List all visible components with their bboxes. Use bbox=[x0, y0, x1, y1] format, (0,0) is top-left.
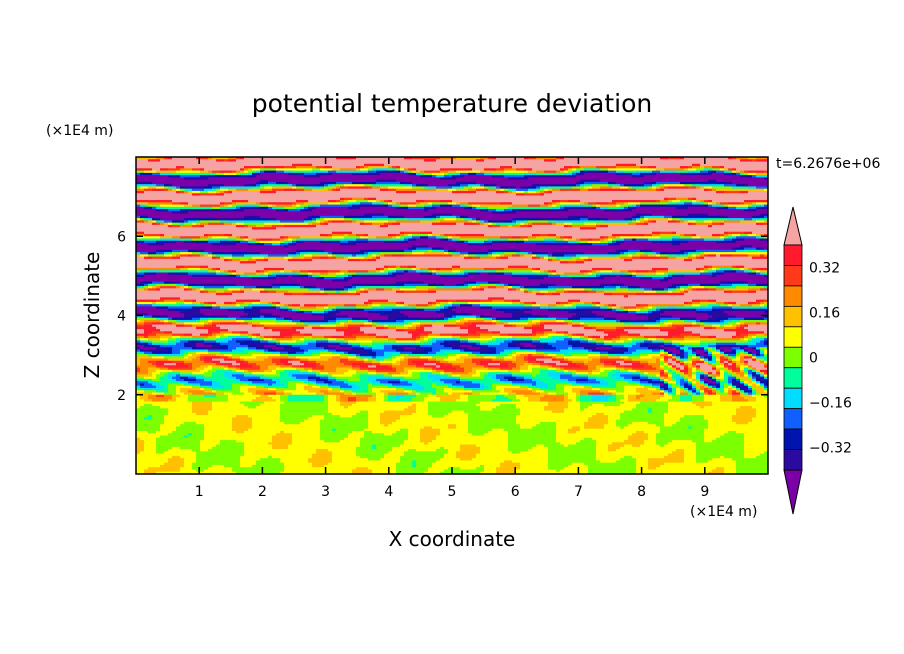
time-label: t=6.2676e+06 bbox=[776, 156, 880, 172]
chart-title: potential temperature deviation bbox=[252, 89, 652, 118]
y-axis-unit: (×1E4 m) bbox=[46, 123, 113, 139]
heatmap-field bbox=[136, 157, 769, 475]
